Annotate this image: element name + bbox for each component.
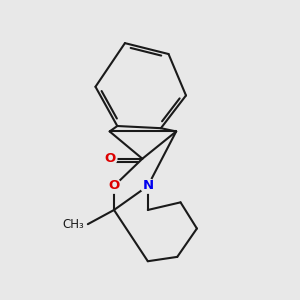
Circle shape xyxy=(141,179,155,193)
Text: O: O xyxy=(104,152,115,165)
Text: N: N xyxy=(142,179,153,193)
Circle shape xyxy=(107,179,121,193)
Circle shape xyxy=(103,152,117,166)
Text: CH₃: CH₃ xyxy=(63,218,85,231)
Text: O: O xyxy=(108,179,120,193)
